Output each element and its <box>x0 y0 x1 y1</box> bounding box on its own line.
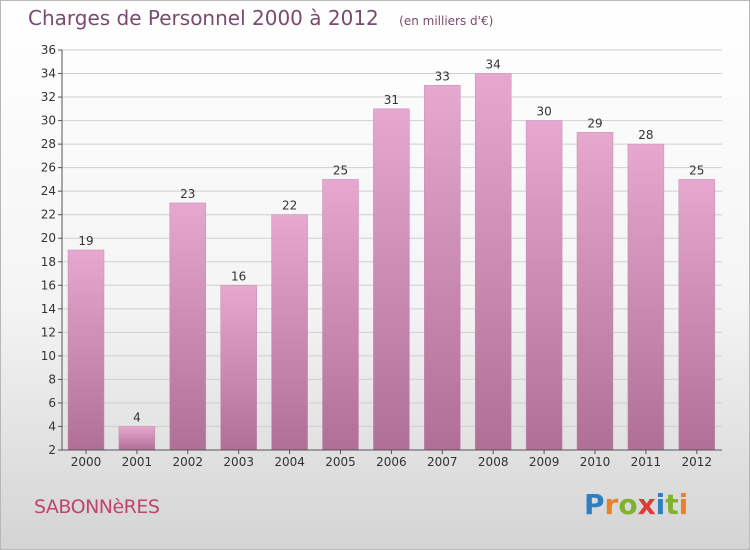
bar-2002 <box>169 202 207 451</box>
logo-letter: i <box>655 488 666 521</box>
logo-letter: r <box>604 488 619 521</box>
logo-letter: o <box>618 488 638 521</box>
bar-2003 <box>220 285 257 451</box>
y-tick-label: 30 <box>41 114 56 128</box>
x-tick-label-2001: 2001 <box>122 455 153 469</box>
x-tick-label-2003: 2003 <box>223 455 254 469</box>
bar-2001 <box>118 426 156 451</box>
y-tick-label: 2 <box>48 443 56 457</box>
chart-title-text: Charges de Personnel 2000 à 2012 <box>28 6 379 30</box>
value-label-2008: 34 <box>486 58 501 72</box>
bar-2011 <box>627 143 665 451</box>
value-label-2009: 30 <box>536 105 551 119</box>
logo-letter: i <box>678 488 689 521</box>
value-label-2003: 16 <box>231 269 246 283</box>
bar-2000 <box>67 249 105 451</box>
value-label-2001: 4 <box>133 410 141 424</box>
y-tick-label: 34 <box>41 67 56 81</box>
y-tick-label: 28 <box>41 137 56 151</box>
logo-letter: P <box>584 488 605 521</box>
x-tick-label-2002: 2002 <box>173 455 204 469</box>
bar-2004 <box>271 214 308 451</box>
x-tick-label-2011: 2011 <box>631 455 662 469</box>
value-label-2010: 29 <box>587 116 602 130</box>
value-label-2006: 31 <box>384 93 399 107</box>
x-tick-label-2009: 2009 <box>529 455 560 469</box>
x-tick-label-2006: 2006 <box>376 455 407 469</box>
x-tick-label-2012: 2012 <box>682 455 713 469</box>
value-label-2007: 33 <box>435 69 450 83</box>
x-tick-label-2007: 2007 <box>427 455 458 469</box>
x-tick-label-2008: 2008 <box>478 455 509 469</box>
y-tick-label: 20 <box>41 231 56 245</box>
y-tick-label: 10 <box>41 349 56 363</box>
x-tick-label-2010: 2010 <box>580 455 611 469</box>
y-tick-label: 36 <box>41 43 56 57</box>
value-label-2004: 22 <box>282 199 297 213</box>
y-tick-label: 6 <box>48 396 56 410</box>
y-tick-label: 24 <box>41 184 56 198</box>
bar-2009 <box>525 120 563 451</box>
logo-letter: t <box>665 488 679 521</box>
value-label-2002: 23 <box>180 187 195 201</box>
y-tick-label: 18 <box>41 255 56 269</box>
bar-2006 <box>373 108 410 451</box>
bar-2008 <box>474 73 512 451</box>
x-tick-label-2000: 2000 <box>71 455 102 469</box>
chart-unit-text: (en milliers d'€) <box>399 14 494 28</box>
y-tick-label: 22 <box>41 208 56 222</box>
x-tick-label-2005: 2005 <box>325 455 356 469</box>
y-tick-label: 26 <box>41 161 56 175</box>
commune-name: SABONNèRES <box>34 496 160 518</box>
y-tick-label: 16 <box>41 278 56 292</box>
value-label-2012: 25 <box>689 163 704 177</box>
bar-2007 <box>424 85 461 451</box>
y-tick-label: 14 <box>41 302 56 316</box>
bar-2012 <box>678 179 716 451</box>
proxiti-logo: Proxiti <box>584 488 688 521</box>
y-tick-label: 32 <box>41 90 56 104</box>
value-label-2005: 25 <box>333 163 348 177</box>
value-label-2011: 28 <box>638 128 653 142</box>
x-tick-label-2004: 2004 <box>274 455 305 469</box>
logo-letter: x <box>637 488 656 521</box>
bar-2005 <box>322 179 359 451</box>
chart-title: Charges de Personnel 2000 à 2012 (en mil… <box>28 6 493 30</box>
bar-2010 <box>576 132 614 451</box>
y-tick-label: 4 <box>48 419 56 433</box>
value-label-2000: 19 <box>78 234 93 248</box>
y-tick-label: 8 <box>48 372 56 386</box>
y-tick-label: 12 <box>41 325 56 339</box>
